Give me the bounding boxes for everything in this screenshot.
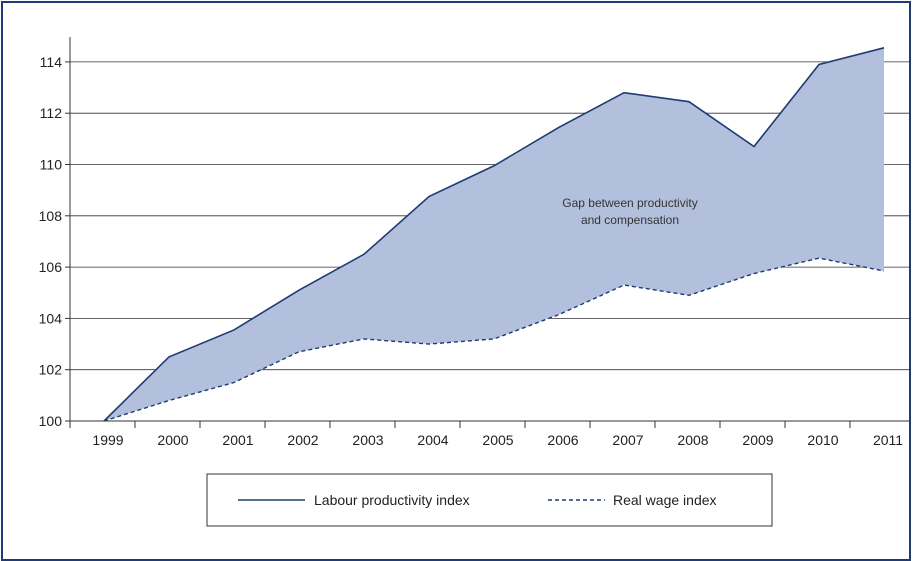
x-tick-label-2000: 2000 xyxy=(157,432,188,448)
legend-label-real-wage: Real wage index xyxy=(613,492,717,508)
y-tick-label-108: 108 xyxy=(39,208,63,224)
x-tick-label-2003: 2003 xyxy=(352,432,383,448)
x-tick-label-2011: 2011 xyxy=(873,432,903,448)
y-tick-label-102: 102 xyxy=(39,362,63,378)
y-tick-label-110: 110 xyxy=(40,157,63,173)
line-chart: 100 102 104 106 108 110 112 114 1999 2000 2001 200… xyxy=(39,37,910,527)
y-tick-label-106: 106 xyxy=(39,259,63,275)
legend: Labour productivity index Real wage inde… xyxy=(206,473,773,527)
x-axis-ticks: 1999 2000 2001 2002 2003 2004 2005 2006 2007 2008… xyxy=(69,421,903,448)
x-tick-label-2010: 2010 xyxy=(807,432,838,448)
x-tick-label-2005: 2005 xyxy=(482,432,513,448)
labour-productivity-line xyxy=(103,47,885,422)
x-tick-label-2002: 2002 xyxy=(287,432,318,448)
x-tick-label-2008: 2008 xyxy=(677,432,708,448)
gap-area xyxy=(104,47,884,421)
y-tick-label-100: 100 xyxy=(39,413,63,429)
x-tick-label-1999: 1999 xyxy=(92,432,123,448)
y-tick-label-114: 114 xyxy=(40,54,63,70)
x-tick-label-2007: 2007 xyxy=(612,432,643,448)
x-tick-label-2009: 2009 xyxy=(742,432,773,448)
annotation-line-1: Gap between productivity xyxy=(562,196,697,210)
axes xyxy=(69,37,910,422)
y-axis-ticks: 100 102 104 106 108 110 112 114 xyxy=(39,54,70,429)
annotation-line-2: and compensation xyxy=(581,213,679,227)
real-wage-line xyxy=(103,257,885,422)
legend-label-productivity: Labour productivity index xyxy=(314,492,470,508)
x-tick-label-2006: 2006 xyxy=(547,432,578,448)
x-tick-label-2004: 2004 xyxy=(417,432,448,448)
y-tick-label-104: 104 xyxy=(39,310,63,326)
y-tick-label-112: 112 xyxy=(40,105,63,121)
x-tick-label-2001: 2001 xyxy=(222,432,253,448)
